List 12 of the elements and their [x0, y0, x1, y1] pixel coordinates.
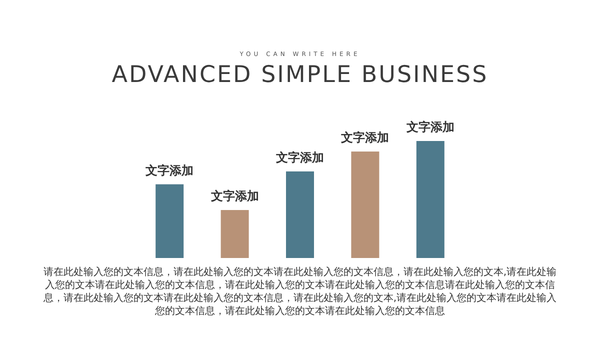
bar — [286, 171, 314, 258]
bar — [416, 141, 444, 258]
bar — [220, 210, 249, 258]
x-tick-label: 文字添加 — [340, 130, 390, 145]
bar — [351, 152, 380, 258]
x-tick-label: 文字添加 — [210, 189, 259, 204]
x-tick-label: 文字添加 — [405, 120, 454, 134]
chart-title: ADVANCED SIMPLE BUSINESS — [112, 62, 488, 88]
x-tick-label: 文字添加 — [144, 163, 194, 178]
text: 请在此处输入您的文本信息，请在此处输入您的文本请在此处输入您的文本信息，请在此处输入您的文本,请在此处输入您的文本请在此处输入您的文本信息，请在此处输入您的文本请在此处输入您的文本信息请在此处输入您的文本信息，请在此处输入您的文本请在此处输入您的文本信息，请在此处输入您的文本,请在此处输入您的文本请在此处输入您的文本信息，请在此处输入您的文本请在此处输入您的文本信息 — [42, 266, 558, 318]
bar — [156, 184, 184, 258]
x-tick-label: 文字添加 — [275, 150, 324, 164]
